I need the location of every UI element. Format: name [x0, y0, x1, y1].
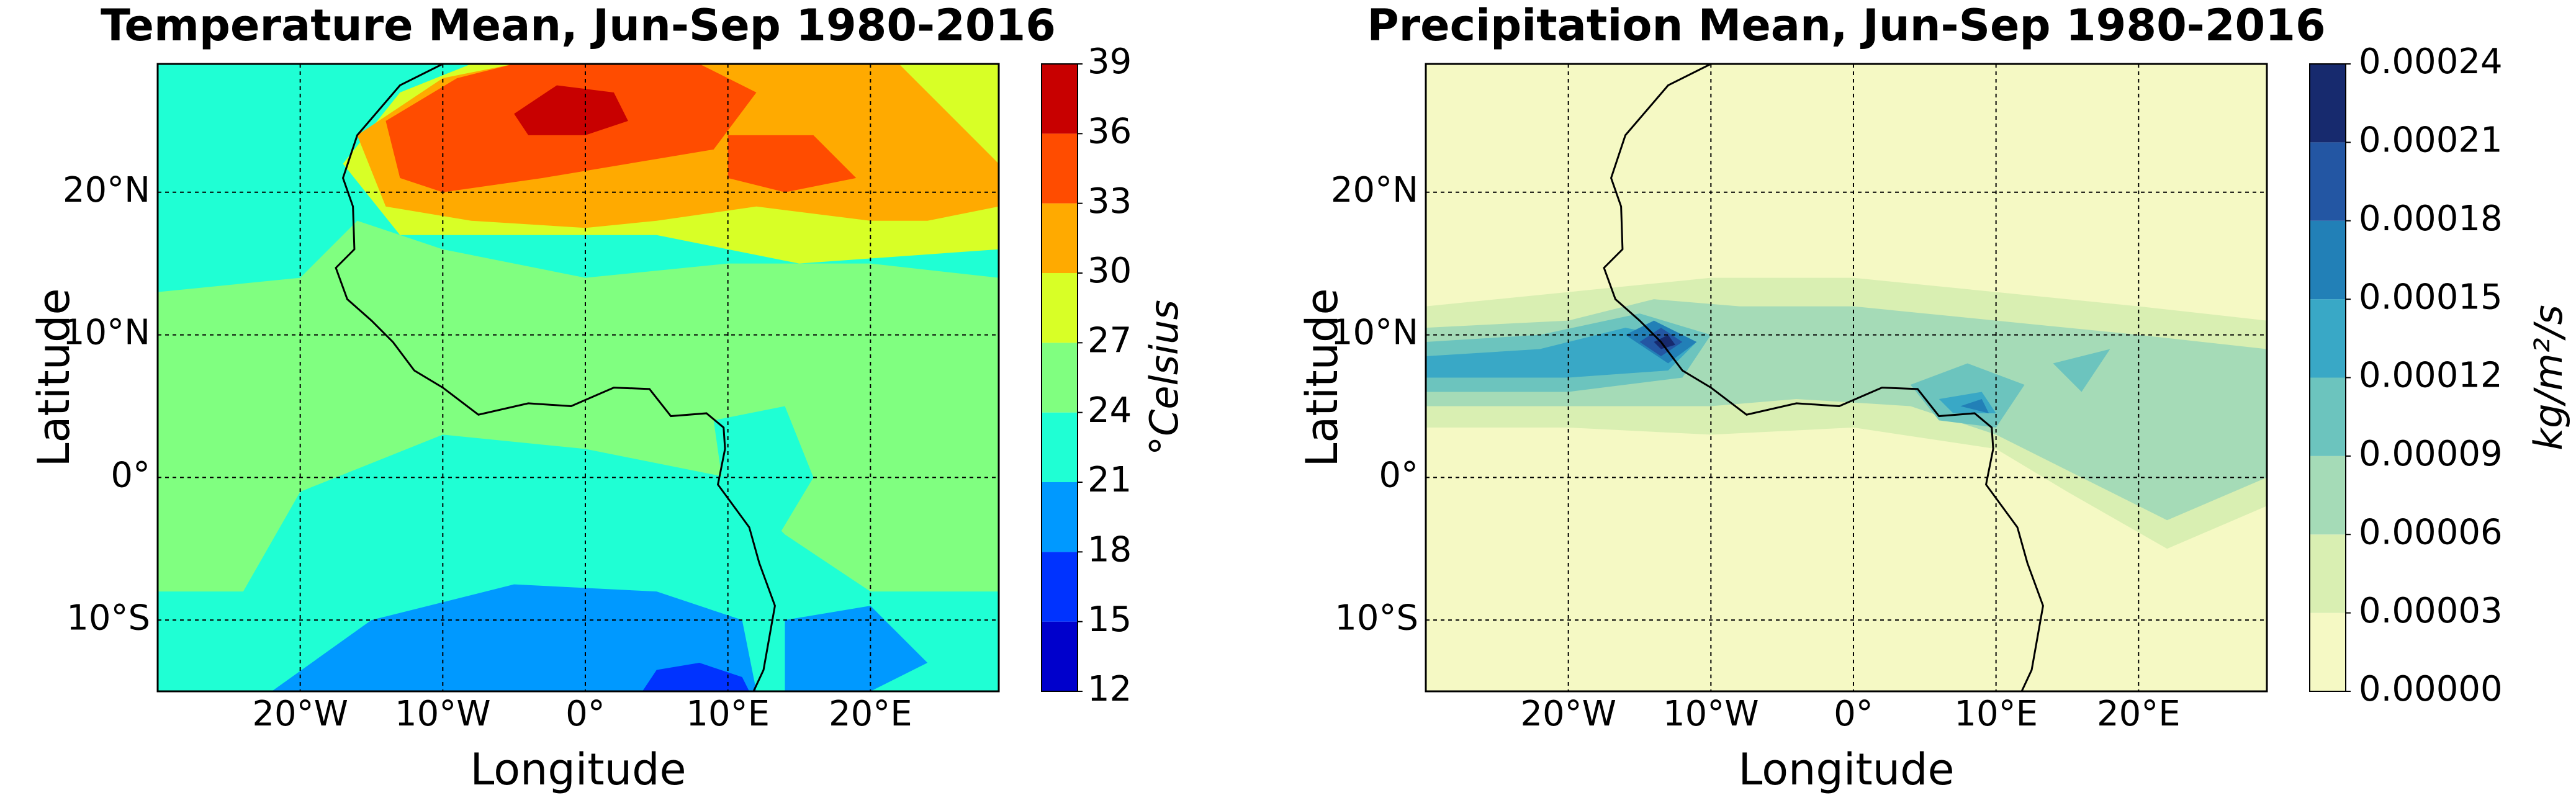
x-axis-label: Longitude [1738, 744, 1954, 795]
colorbar-segment [2310, 142, 2346, 221]
y-tick-label: 10°N [1331, 313, 1418, 353]
y-tick-label: 10°N [63, 313, 150, 353]
colorbar-tick-label: 39 [1088, 42, 1132, 82]
colorbar-segment [2310, 377, 2346, 456]
contour-region [785, 606, 928, 691]
colorbar-tick-label: 0.00009 [2359, 434, 2503, 474]
contour-region [2053, 349, 2110, 392]
colorbar-tick-label: 0.00006 [2359, 512, 2503, 552]
x-tick-label: 10°W [395, 694, 491, 734]
colorbar-segment [1042, 621, 1078, 691]
chart-title: Temperature Mean, Jun-Sep 1980-2016 [101, 0, 1056, 51]
y-tick-label: 0° [1379, 455, 1418, 495]
colorbar-tick-label: 0.00012 [2359, 356, 2503, 396]
contour-region [271, 584, 757, 691]
colorbar-tick-label: 15 [1088, 599, 1132, 640]
colorbar-tick-label: 0.00024 [2359, 42, 2503, 82]
colorbar-tick-label: 24 [1088, 390, 1132, 431]
colorbar-tick-label: 33 [1088, 181, 1132, 222]
colorbar-tick-label: 21 [1088, 460, 1132, 500]
colorbar-segment [2310, 220, 2346, 300]
colorbar-segment [1042, 412, 1078, 482]
contour-region [1426, 328, 1697, 378]
y-tick-label: 20°N [63, 170, 150, 210]
x-tick-label: 10°E [1954, 694, 2038, 734]
x-tick-label: 0° [1834, 694, 1873, 734]
colorbar-segment [2310, 456, 2346, 535]
map-panel: 20°W 10°W 0° 10°E 20°E 10°S 0° 10°N 20°N Precipit… [1297, 0, 2571, 795]
colorbar-tick-label: 30 [1088, 251, 1132, 291]
coastline [335, 64, 776, 691]
x-tick-label: 20°W [252, 694, 348, 734]
x-tick-label: 20°W [1520, 694, 1616, 734]
colorbar-segment [1042, 343, 1078, 413]
colorbar-segment [2310, 613, 2346, 691]
x-axis-label: Longitude [470, 744, 686, 795]
y-tick-label: 0° [110, 455, 150, 495]
axes-frame [156, 63, 1000, 693]
map-area [1426, 64, 2267, 691]
y-tick-label: 10°S [66, 598, 150, 638]
colorbar-segment [1042, 203, 1078, 273]
map-area [158, 64, 999, 691]
colorbar-tick-label: 36 [1088, 111, 1132, 151]
y-tick-label: 10°S [1335, 598, 1418, 638]
colorbar-segment [1042, 273, 1078, 343]
coastline [1603, 64, 2044, 691]
x-tick-label: 10°E [686, 694, 770, 734]
colorbar-segment [2310, 299, 2346, 378]
colorbar-tick-label: 0.00003 [2359, 591, 2503, 631]
colorbar-tick-label: 0.00015 [2359, 277, 2503, 317]
colorbar-segment [1042, 482, 1078, 552]
contour-region [1960, 398, 1989, 413]
y-axis-label: Latitude [1297, 288, 1348, 467]
contour-region [727, 135, 857, 192]
colorbar-segment [1042, 64, 1078, 134]
x-tick-label: 20°E [829, 694, 912, 734]
y-axis-label: Latitude [29, 288, 79, 467]
colorbar-segment [2310, 64, 2346, 143]
x-tick-label: 20°E [2097, 694, 2181, 734]
colorbar-segment [1042, 133, 1078, 204]
colorbar-tick-label: 27 [1088, 320, 1132, 361]
map-panel: 20°W 10°W 0° 10°E 20°E 10°S 0° 10°N 20°N Temperat… [29, 0, 1187, 795]
contour-region [514, 85, 628, 135]
y-tick-label: 20°N [1331, 170, 1418, 210]
colorbar-frame [1041, 63, 1078, 692]
colorbar-tick-label: 12 [1088, 669, 1132, 709]
colorbar-segment [1042, 552, 1078, 622]
axes-frame [1425, 63, 2268, 693]
colorbar-tick-label: 0.00021 [2359, 120, 2503, 161]
colorbar-tick-label: 0.00018 [2359, 199, 2503, 239]
chart-title: Precipitation Mean, Jun-Sep 1980-2016 [1367, 0, 2325, 51]
contour-region [642, 663, 750, 691]
colorbar-tick-label: 18 [1088, 529, 1132, 570]
colorbar-tick-label: 0.00000 [2359, 669, 2503, 709]
colorbar-label: °Celsius [1142, 300, 1187, 456]
x-tick-label: 0° [565, 694, 605, 734]
x-tick-label: 10°W [1663, 694, 1759, 734]
colorbar-segment [2310, 534, 2346, 613]
contour-region [1654, 334, 1675, 349]
colorbar-label: kg/m²/s [2526, 305, 2571, 451]
